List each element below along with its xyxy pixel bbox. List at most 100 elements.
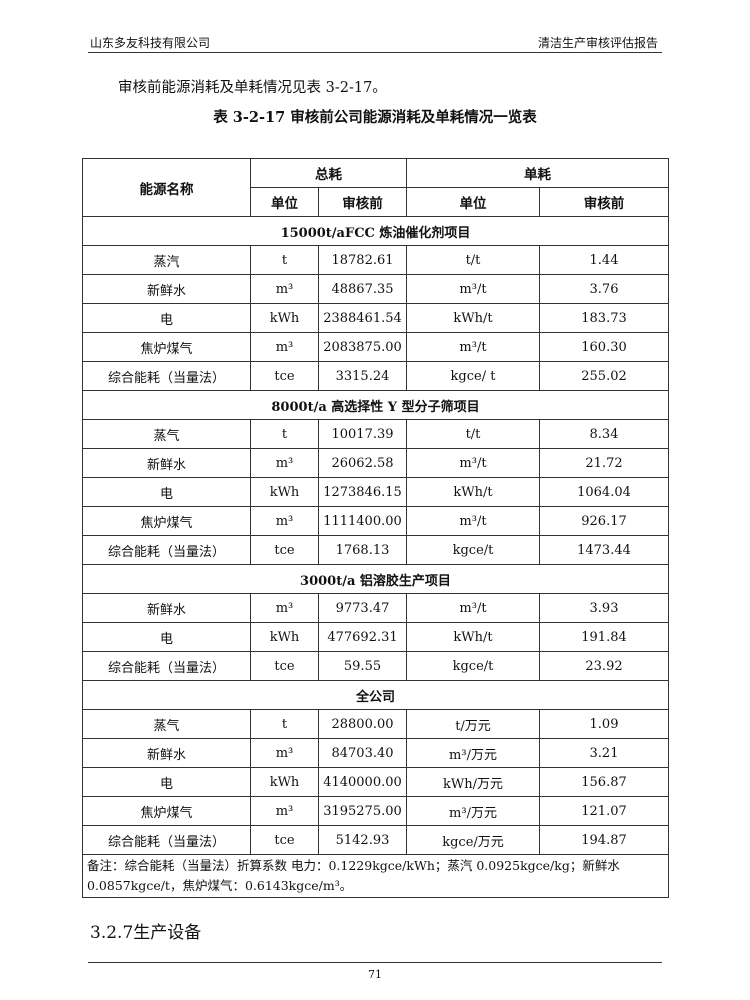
energy-name-cell: 蒸气 [82,419,251,449]
unit-consumption-unit-cell: kgce/ t [406,361,540,391]
table-row: 新鲜水 m³ 26062.58 m³/t 21.72 [82,448,669,478]
section-title: 8000t/a 高选择性 Y 型分子筛项目 [82,390,669,420]
total-unit-cell: m³ [250,796,319,826]
total-value-cell: 28800.00 [318,709,407,739]
total-unit-cell: kWh [250,303,319,333]
table-row: 焦炉煤气 m³ 3195275.00 m³/万元 121.07 [82,796,669,826]
total-unit-cell: m³ [250,274,319,304]
section-title: 3000t/a 铝溶胶生产项目 [82,564,669,594]
unit-consumption-value-cell: 191.84 [539,622,669,652]
header-unit-2: 单位 [406,187,540,217]
energy-name-cell: 焦炉煤气 [82,332,251,362]
energy-name-cell: 焦炉煤气 [82,796,251,826]
unit-consumption-unit-cell: t/t [406,419,540,449]
unit-consumption-value-cell: 1473.44 [539,535,669,565]
table-row: 新鲜水 m³ 84703.40 m³/万元 3.21 [82,738,669,768]
energy-name-cell: 新鲜水 [82,448,251,478]
unit-consumption-value-cell: 3.93 [539,593,669,623]
total-value-cell: 9773.47 [318,593,407,623]
unit-consumption-value-cell: 121.07 [539,796,669,826]
total-unit-cell: kWh [250,477,319,507]
total-unit-cell: kWh [250,767,319,797]
unit-consumption-value-cell: 156.87 [539,767,669,797]
unit-consumption-value-cell: 1.44 [539,245,669,275]
header-before-2: 审核前 [539,187,669,217]
unit-consumption-value-cell: 8.34 [539,419,669,449]
total-value-cell: 1111400.00 [318,506,407,536]
total-value-cell: 477692.31 [318,622,407,652]
header-report-title: 清洁生产审核评估报告 [537,36,658,50]
table-row: 蒸气 t 10017.39 t/t 8.34 [82,419,669,449]
unit-consumption-unit-cell: kgce/t [406,535,540,565]
energy-name-cell: 电 [82,303,251,333]
unit-consumption-value-cell: 183.73 [539,303,669,333]
total-unit-cell: m³ [250,738,319,768]
total-unit-cell: m³ [250,448,319,478]
note-row: 备注：综合能耗（当量法）折算系数 电力：0.1229kgce/kWh；蒸汽 0.… [82,854,669,898]
unit-consumption-unit-cell: kWh/t [406,477,540,507]
unit-consumption-value-cell: 3.21 [539,738,669,768]
section-heading: 3.2.7生产设备 [90,923,202,943]
unit-consumption-value-cell: 160.30 [539,332,669,362]
energy-name-cell: 蒸汽 [82,245,251,275]
unit-consumption-unit-cell: kWh/万元 [406,767,540,797]
total-unit-cell: t [250,245,319,275]
header-unit-consumption: 单耗 [406,158,669,188]
table-row: 综合能耗（当量法） tce 1768.13 kgce/t 1473.44 [82,535,669,565]
section-title: 15000t/aFCC 炼油催化剂项目 [82,216,669,246]
total-value-cell: 18782.61 [318,245,407,275]
intro-paragraph: 审核前能源消耗及单耗情况见表 3-2-17。 [118,80,387,96]
total-value-cell: 5142.93 [318,825,407,855]
table-row: 焦炉煤气 m³ 1111400.00 m³/t 926.17 [82,506,669,536]
total-value-cell: 1273846.15 [318,477,407,507]
total-value-cell: 1768.13 [318,535,407,565]
total-value-cell: 59.55 [318,651,407,681]
table-row: 综合能耗（当量法） tce 3315.24 kgce/ t 255.02 [82,361,669,391]
total-unit-cell: t [250,709,319,739]
section-title: 全公司 [82,680,669,710]
total-value-cell: 4140000.00 [318,767,407,797]
energy-name-cell: 新鲜水 [82,593,251,623]
table-note: 备注：综合能耗（当量法）折算系数 电力：0.1229kgce/kWh；蒸汽 0.… [82,854,669,898]
unit-consumption-unit-cell: m³/t [406,593,540,623]
unit-consumption-unit-cell: kgce/t [406,651,540,681]
table-row: 综合能耗（当量法） tce 59.55 kgce/t 23.92 [82,651,669,681]
table-row: 蒸汽 t 18782.61 t/t 1.44 [82,245,669,275]
section-row: 15000t/aFCC 炼油催化剂项目 [82,216,669,246]
energy-name-cell: 电 [82,767,251,797]
table-caption: 表 3-2-17 审核前公司能源消耗及单耗情况一览表 [213,109,537,126]
energy-name-cell: 焦炉煤气 [82,506,251,536]
unit-consumption-unit-cell: kWh/t [406,622,540,652]
section-row: 全公司 [82,680,669,710]
energy-consumption-table: 能源名称 总耗 单耗 单位 审核前 单位 审核前 15000t/aFCC 炼油催… [82,158,669,898]
total-unit-cell: m³ [250,506,319,536]
energy-name-cell: 综合能耗（当量法） [82,651,251,681]
unit-consumption-unit-cell: m³/t [406,506,540,536]
header-energy-name: 能源名称 [82,158,251,217]
total-unit-cell: m³ [250,332,319,362]
total-unit-cell: tce [250,535,319,565]
table-row: 电 kWh 2388461.54 kWh/t 183.73 [82,303,669,333]
unit-consumption-value-cell: 1.09 [539,709,669,739]
unit-consumption-unit-cell: kgce/万元 [406,825,540,855]
unit-consumption-unit-cell: m³/万元 [406,738,540,768]
energy-name-cell: 蒸气 [82,709,251,739]
total-value-cell: 84703.40 [318,738,407,768]
table-row: 电 kWh 1273846.15 kWh/t 1064.04 [82,477,669,507]
total-value-cell: 2083875.00 [318,332,407,362]
header-divider [88,52,662,53]
energy-name-cell: 电 [82,622,251,652]
header-unit: 单位 [250,187,319,217]
page-number: 71 [368,968,382,981]
total-value-cell: 3315.24 [318,361,407,391]
unit-consumption-unit-cell: kWh/t [406,303,540,333]
total-unit-cell: tce [250,651,319,681]
unit-consumption-value-cell: 21.72 [539,448,669,478]
energy-name-cell: 综合能耗（当量法） [82,825,251,855]
unit-consumption-unit-cell: t/t [406,245,540,275]
unit-consumption-value-cell: 23.92 [539,651,669,681]
unit-consumption-unit-cell: m³/t [406,274,540,304]
table-row: 蒸气 t 28800.00 t/万元 1.09 [82,709,669,739]
total-unit-cell: t [250,419,319,449]
unit-consumption-value-cell: 1064.04 [539,477,669,507]
